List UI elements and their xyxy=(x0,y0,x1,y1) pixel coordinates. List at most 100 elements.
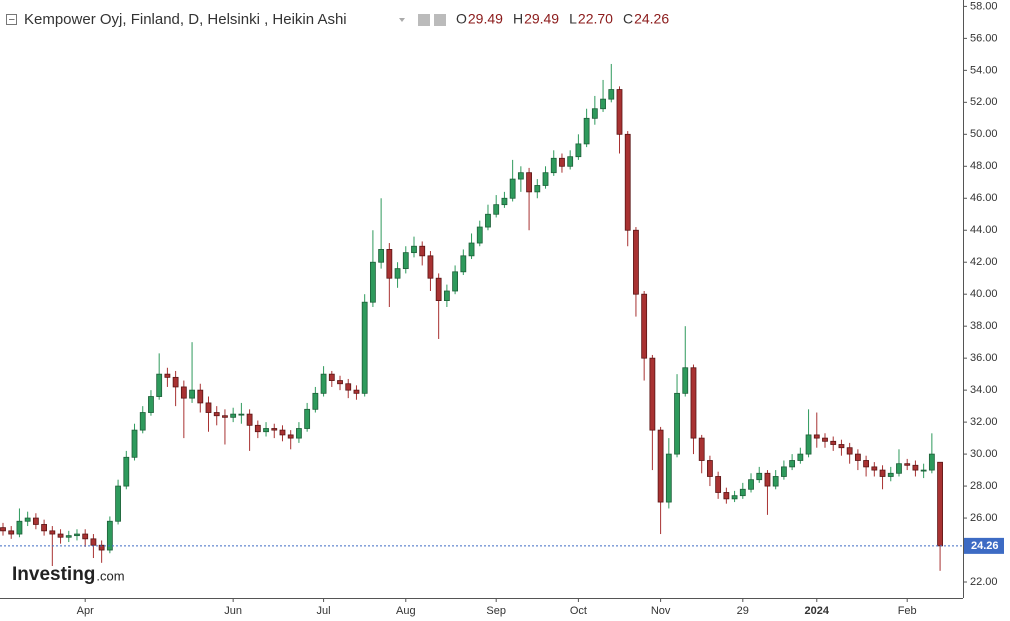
candle-body xyxy=(411,245,417,254)
candle-body xyxy=(600,98,606,110)
candle-body xyxy=(345,383,352,391)
y-tick-label: 44.00 xyxy=(970,224,998,236)
x-tick-label: Aug xyxy=(396,605,416,617)
candle-body xyxy=(32,517,39,525)
y-tick-label: 36.00 xyxy=(970,352,998,364)
candle-body xyxy=(542,172,549,186)
candle-body xyxy=(608,89,615,100)
candle-body xyxy=(246,413,253,426)
legend-field-name: C xyxy=(623,11,633,27)
candle-body xyxy=(65,535,72,538)
y-tick-label: 48.00 xyxy=(970,160,998,172)
x-tick-label: Apr xyxy=(77,605,94,617)
candle-body xyxy=(452,271,459,292)
candle-body xyxy=(649,357,656,431)
candle-body xyxy=(731,495,738,500)
candle-body xyxy=(748,479,754,490)
candle-body xyxy=(485,213,491,228)
candle-body xyxy=(148,396,154,413)
candle-body xyxy=(912,464,919,471)
candle-body xyxy=(871,466,878,471)
candle-body xyxy=(641,293,648,359)
legend-field-name: H xyxy=(513,11,523,27)
y-tick-label: 54.00 xyxy=(970,64,998,76)
legend-field-name: L xyxy=(569,11,577,27)
candle-body xyxy=(460,255,467,273)
candle-body xyxy=(690,367,697,439)
candle-body xyxy=(164,373,171,378)
x-tick-label: 2024 xyxy=(805,605,830,617)
candle-body xyxy=(16,520,23,535)
candle-body xyxy=(583,117,590,145)
candle-body xyxy=(8,530,15,535)
x-tick-label: Jul xyxy=(317,605,331,617)
candle-body xyxy=(189,389,195,399)
y-tick-label: 46.00 xyxy=(970,192,998,204)
last-price-label: 24.26 xyxy=(971,540,999,552)
close-icon[interactable] xyxy=(434,14,446,26)
candle-body xyxy=(304,408,311,429)
candle-body xyxy=(369,261,376,303)
candle-body xyxy=(271,428,278,431)
y-tick-label: 40.00 xyxy=(970,288,998,300)
candle-body xyxy=(353,389,360,394)
candle-body xyxy=(180,386,187,399)
candle-body xyxy=(509,178,516,199)
candle-body xyxy=(328,373,335,381)
candle-body xyxy=(772,476,779,487)
candle-body xyxy=(534,185,541,193)
candle-body xyxy=(476,226,483,244)
candle-body xyxy=(550,157,557,174)
candle-body xyxy=(764,472,771,487)
candle-body xyxy=(887,472,894,477)
candle-body xyxy=(197,389,204,404)
candle-body xyxy=(419,245,426,257)
candle-body xyxy=(501,197,508,206)
watermark-logo: Investing xyxy=(12,564,95,585)
candle-body xyxy=(279,429,286,436)
x-tick-label: Oct xyxy=(570,605,587,617)
y-tick-label: 58.00 xyxy=(970,0,998,12)
candle-body xyxy=(830,440,837,445)
candle-body xyxy=(238,413,245,416)
y-tick-label: 42.00 xyxy=(970,256,998,268)
candle-body xyxy=(517,172,524,180)
candle-body xyxy=(468,242,475,257)
candle-body xyxy=(633,229,639,295)
candle-body xyxy=(115,485,121,522)
candle-body xyxy=(337,380,343,385)
candle-body xyxy=(526,172,532,193)
legend-field-value: 22.70 xyxy=(578,11,613,27)
y-tick-label: 32.00 xyxy=(970,416,998,428)
candle-body xyxy=(74,533,80,537)
y-tick-label: 52.00 xyxy=(970,96,998,108)
candle-body xyxy=(707,460,713,477)
candle-body xyxy=(723,492,730,500)
x-tick-label: 29 xyxy=(737,605,749,617)
candle-body xyxy=(254,424,261,433)
candle-body xyxy=(616,89,623,135)
candle-body xyxy=(172,376,179,388)
candle-body xyxy=(378,249,385,263)
candle-body xyxy=(838,444,845,449)
candle-body xyxy=(920,469,927,472)
y-tick-label: 22.00 xyxy=(970,576,998,588)
legend-field-value: 29.49 xyxy=(468,11,503,27)
settings-icon[interactable] xyxy=(418,14,430,26)
candle-body xyxy=(230,413,237,418)
candle-body xyxy=(263,428,269,433)
dropdown-arrow[interactable] xyxy=(399,18,405,22)
candle-body xyxy=(106,520,113,551)
candle-body xyxy=(863,460,869,468)
ohlc-legend: O 29.49 H 29.49 L 22.70 C 24.26 xyxy=(456,11,669,27)
candle-body xyxy=(394,268,401,279)
candle-body xyxy=(287,434,294,439)
candle-body xyxy=(24,517,31,522)
candle-body xyxy=(90,538,97,546)
y-tick-label: 28.00 xyxy=(970,480,998,492)
legend-field-name: O xyxy=(456,11,467,27)
candle-body xyxy=(674,392,680,455)
